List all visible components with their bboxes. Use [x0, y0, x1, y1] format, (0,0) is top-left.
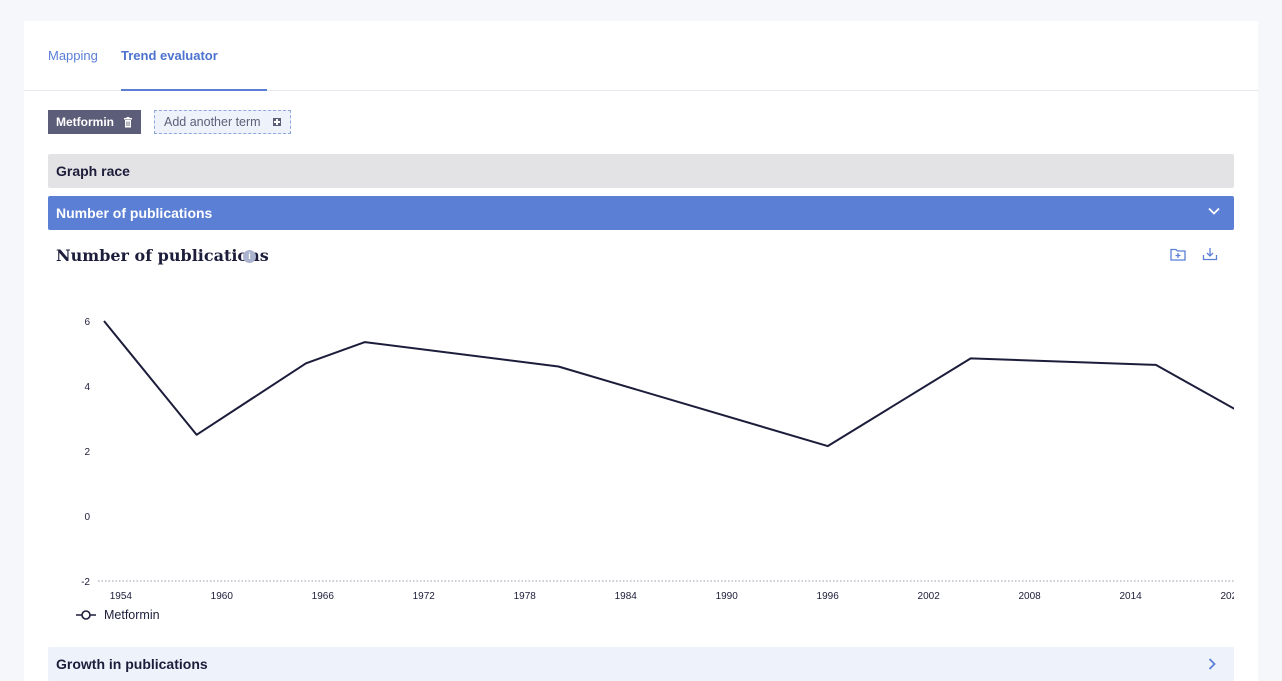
- x-tick-label: 1972: [413, 591, 436, 601]
- section-number-of-publications[interactable]: Number of publications: [48, 196, 1234, 230]
- add-term-label: Add another term: [164, 115, 261, 129]
- chart-legend: Metformin: [76, 608, 160, 622]
- section-growth-in-publications[interactable]: Growth in publications: [48, 647, 1234, 681]
- y-tick-label: 2: [84, 447, 90, 458]
- section-number-of-publications-label: Number of publications: [56, 205, 213, 221]
- tab-trend-evaluator[interactable]: Trend evaluator: [121, 48, 218, 63]
- main-card: Mapping Trend evaluator Metformin Add an…: [24, 21, 1258, 681]
- chart-title: Number of publications: [56, 246, 269, 265]
- x-tick-label: 1984: [615, 591, 638, 601]
- active-tab-indicator: [121, 89, 267, 91]
- y-tick-label: 6: [84, 317, 90, 328]
- add-term-button[interactable]: Add another term: [154, 110, 291, 134]
- chevron-right-icon: [1208, 658, 1216, 670]
- x-tick-label: 1966: [312, 591, 335, 601]
- section-graph-race-label: Graph race: [56, 163, 130, 179]
- legend-label: Metformin: [104, 608, 160, 622]
- tab-bar: Mapping Trend evaluator: [24, 21, 1258, 91]
- x-tick-label: 1960: [211, 591, 234, 601]
- chevron-down-icon: [1208, 207, 1220, 215]
- x-tick-label: 2020: [1220, 591, 1234, 601]
- term-chip-label: Metformin: [56, 115, 114, 129]
- x-tick-label: 2002: [918, 591, 941, 601]
- section-graph-race[interactable]: Graph race: [48, 154, 1234, 188]
- tab-mapping[interactable]: Mapping: [48, 48, 98, 63]
- x-tick-label: 1996: [817, 591, 840, 601]
- legend-marker-icon: [76, 610, 96, 620]
- section-growth-label: Growth in publications: [56, 656, 208, 672]
- x-tick-label: 1978: [514, 591, 537, 601]
- info-icon[interactable]: i: [243, 250, 256, 263]
- download-icon[interactable]: [1202, 247, 1218, 261]
- folder-add-icon[interactable]: [1170, 247, 1186, 261]
- y-tick-label: -2: [81, 577, 90, 588]
- y-tick-label: 0: [84, 512, 90, 523]
- x-tick-label: 2008: [1019, 591, 1042, 601]
- y-tick-label: 4: [84, 382, 90, 393]
- series-line-metformin: [103, 320, 1234, 448]
- x-tick-label: 1954: [110, 591, 133, 601]
- plus-icon: [272, 118, 281, 126]
- trash-icon[interactable]: [123, 116, 133, 128]
- x-tick-label: 1990: [716, 591, 739, 601]
- x-tick-label: 2014: [1119, 591, 1142, 601]
- term-chip-metformin[interactable]: Metformin: [48, 110, 141, 134]
- publications-line-chart: 6 4 2 0 -2 1954 1960 1966 1972 1978 1984 1990 1996 20…: [81, 317, 1234, 601]
